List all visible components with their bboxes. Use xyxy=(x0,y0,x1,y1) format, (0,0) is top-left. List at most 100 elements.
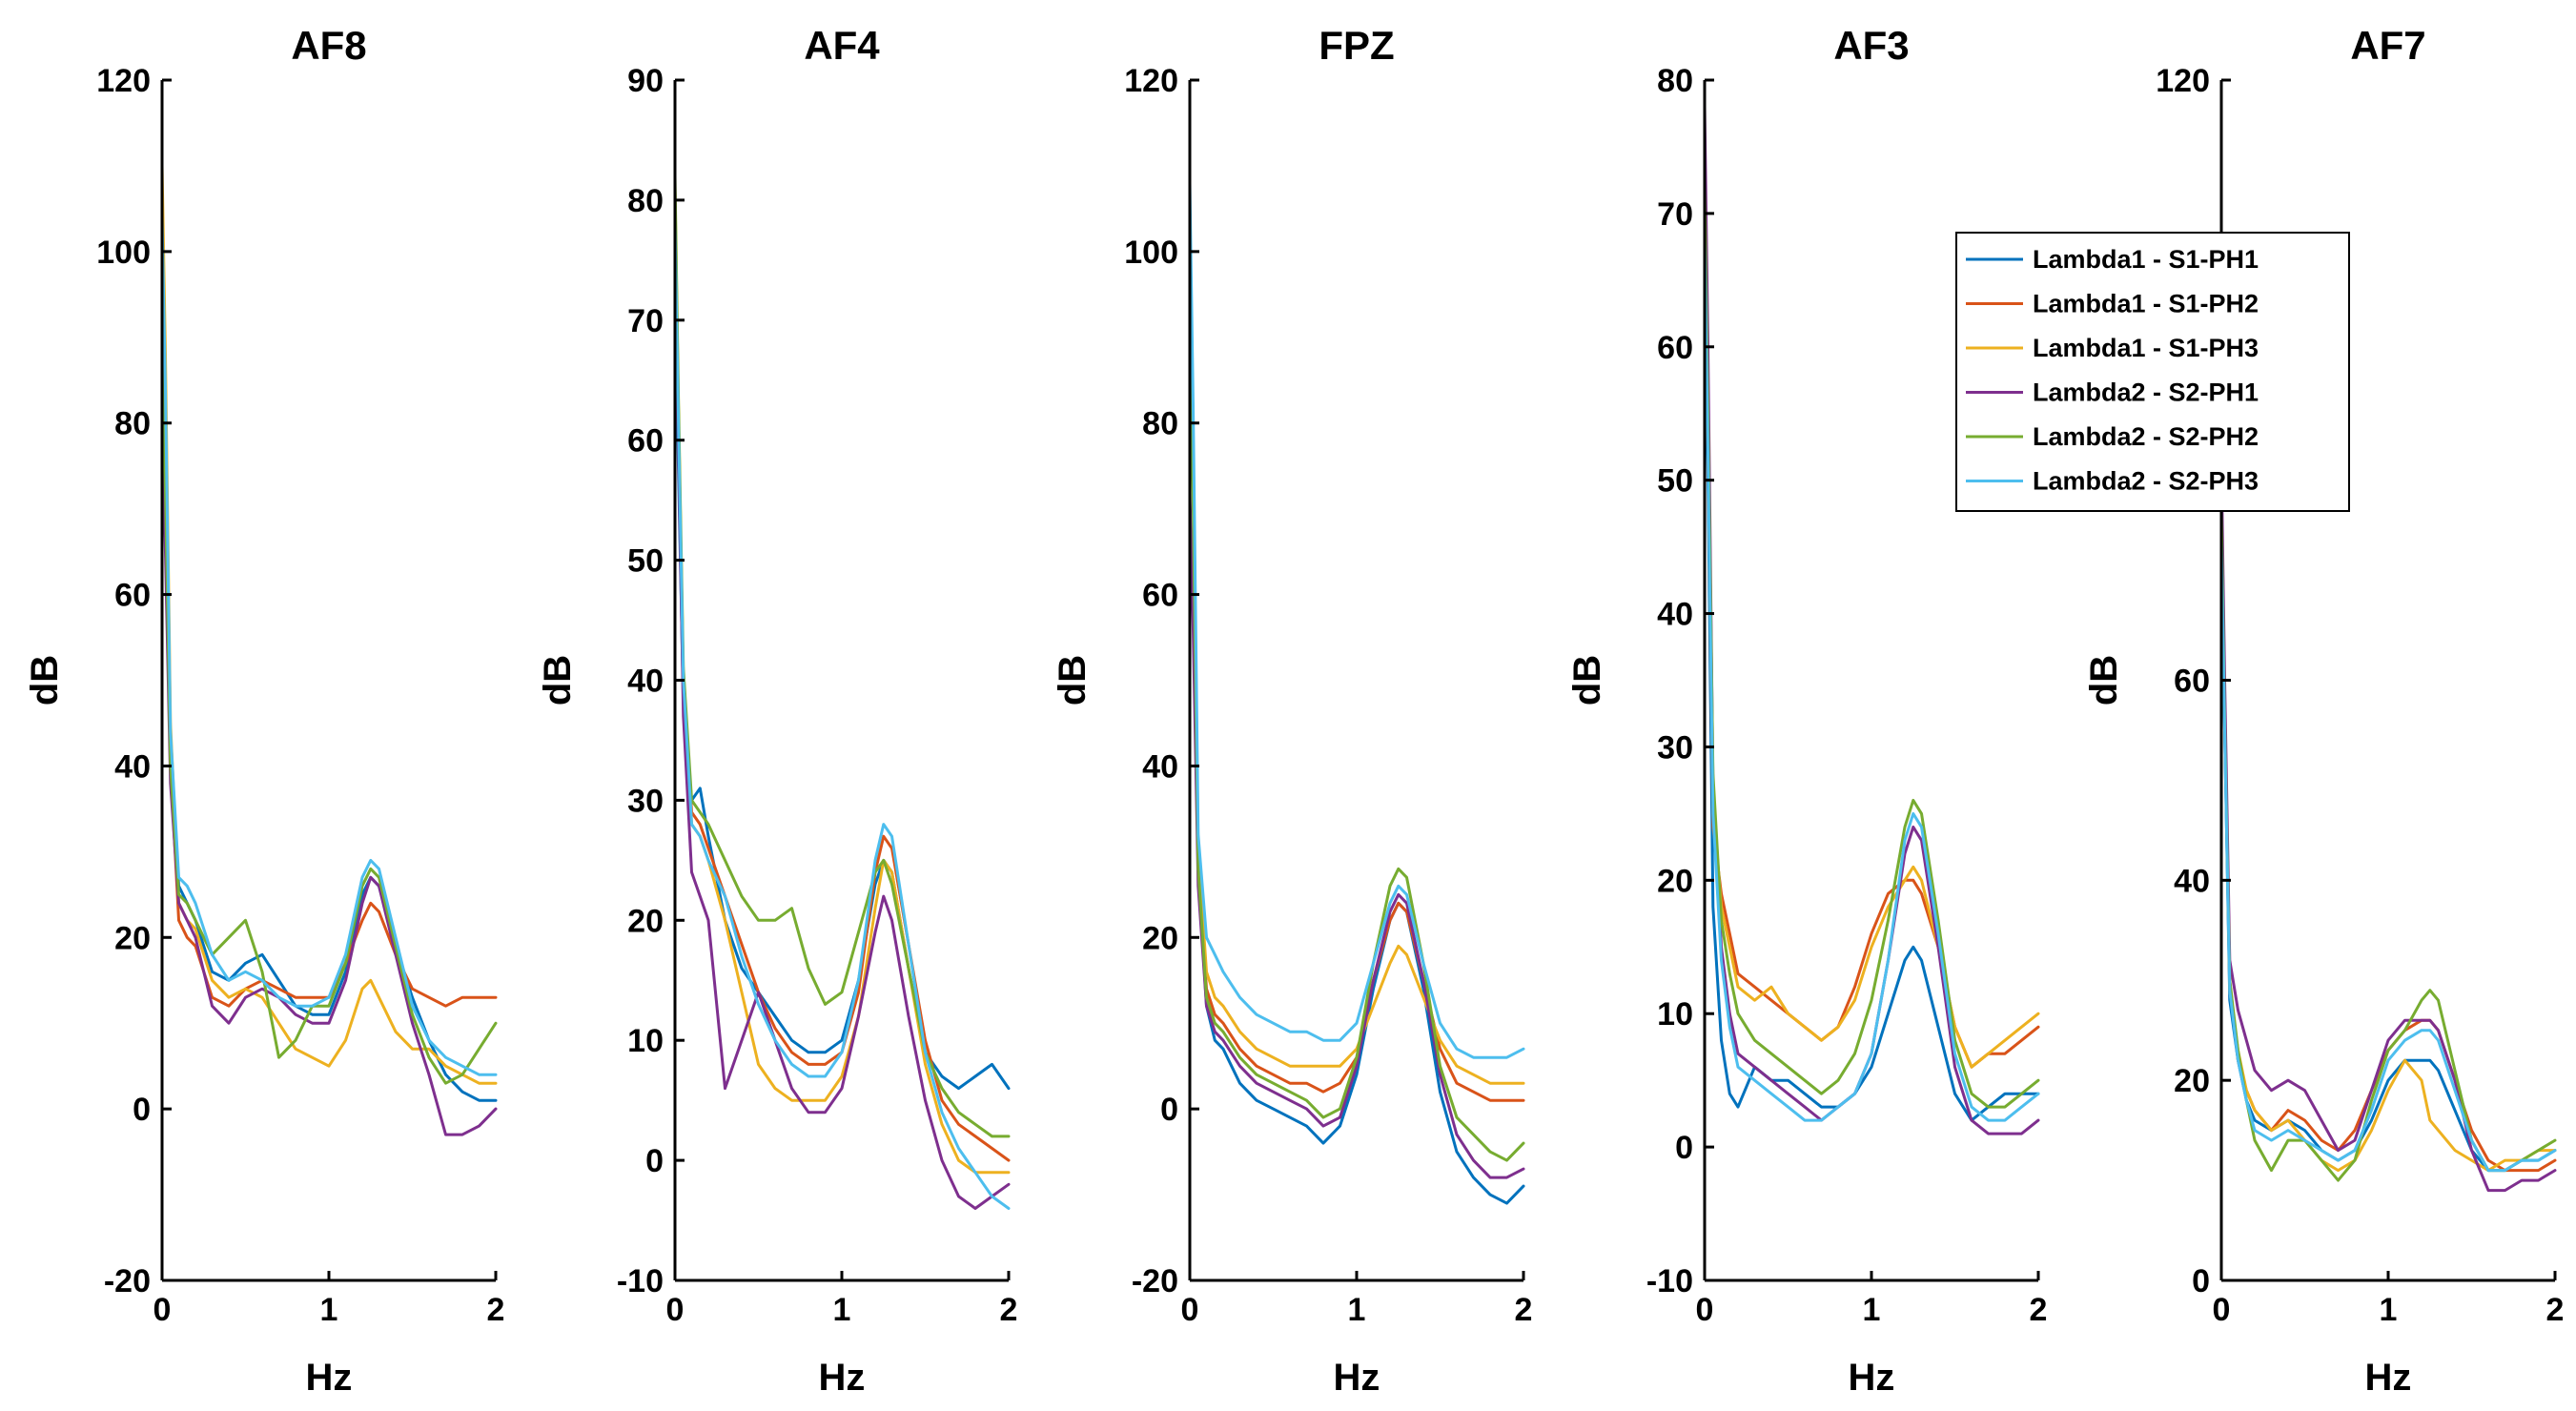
y-tick-label-af8: 0 xyxy=(133,1092,151,1128)
legend-label-1: Lambda1 - S1-PH1 xyxy=(2033,245,2259,274)
y-tick-label-af4: 10 xyxy=(627,1023,664,1059)
y-tick-label-af4: 0 xyxy=(645,1143,664,1179)
y-tick-label-fpz: 60 xyxy=(1142,578,1178,614)
series-line-af3-6 xyxy=(1703,238,2040,1122)
series-line-af4-2 xyxy=(673,211,1011,1162)
x-tick-label-af7: 0 xyxy=(2213,1292,2231,1328)
panel-title-af8: AF8 xyxy=(291,23,366,68)
y-tick-label-af4: 20 xyxy=(627,903,664,939)
y-tick-label-af4: 60 xyxy=(627,423,664,460)
series-line-af3-5 xyxy=(1703,185,2040,1109)
series-line-af7-2 xyxy=(2219,479,2557,1173)
y-tick-label-af8: 120 xyxy=(96,63,151,99)
series-line-fpz-2 xyxy=(1188,250,1525,1102)
y-tick-label-fpz: 20 xyxy=(1142,920,1178,956)
y-tick-label-af4: 40 xyxy=(627,664,664,700)
x-axis-label-af3: Hz xyxy=(1849,1357,1895,1399)
legend-label-4: Lambda2 - S2-PH1 xyxy=(2033,378,2259,407)
panel-title-af7: AF7 xyxy=(2350,23,2425,68)
series-line-fpz-3 xyxy=(1188,215,1525,1085)
y-tick-label-af3: 80 xyxy=(1657,63,1693,99)
x-axis-label-af4: Hz xyxy=(819,1357,866,1399)
series-group-af7 xyxy=(2219,459,2557,1193)
y-tick-label-af3: 10 xyxy=(1657,996,1693,1033)
y-tick-label-af8: 100 xyxy=(96,235,151,271)
y-tick-label-af7: 40 xyxy=(2174,863,2210,899)
series-line-af4-4 xyxy=(673,235,1011,1210)
x-tick-label-af3: 2 xyxy=(2030,1292,2048,1328)
series-line-af4-5 xyxy=(673,174,1011,1138)
y-tick-label-af4: 50 xyxy=(627,543,664,580)
y-tick-label-af3: 0 xyxy=(1675,1130,1693,1166)
y-tick-label-af8: 20 xyxy=(114,920,151,956)
x-tick-label-af3: 1 xyxy=(1863,1292,1881,1328)
panel-title-af4: AF4 xyxy=(804,23,880,68)
series-line-af4-1 xyxy=(673,270,1011,1091)
x-tick-label-af7: 1 xyxy=(2380,1292,2398,1328)
y-tick-label-fpz: 0 xyxy=(1160,1092,1178,1128)
y-tick-label-af8: 60 xyxy=(114,578,151,614)
series-line-fpz-6 xyxy=(1188,181,1525,1059)
x-tick-label-af4: 2 xyxy=(1000,1292,1018,1328)
x-tick-label-fpz: 2 xyxy=(1515,1292,1533,1328)
y-tick-label-af8: 40 xyxy=(114,748,151,785)
x-axis-label-af8: Hz xyxy=(306,1357,353,1399)
y-tick-label-af3: 30 xyxy=(1657,729,1693,766)
y-tick-label-af4: 30 xyxy=(627,783,664,819)
y-tick-label-af4: 90 xyxy=(627,63,664,99)
series-line-af3-3 xyxy=(1703,198,2040,1069)
x-tick-label-af8: 1 xyxy=(320,1292,338,1328)
series-line-fpz-1 xyxy=(1188,233,1525,1205)
series-line-af7-6 xyxy=(2219,539,2557,1173)
series-line-af7-3 xyxy=(2219,499,2557,1173)
y-tick-label-af3: -10 xyxy=(1646,1263,1693,1299)
y-tick-label-af3: 60 xyxy=(1657,330,1693,366)
y-tick-label-af7: 0 xyxy=(2192,1263,2210,1299)
y-tick-label-af4: 80 xyxy=(627,183,664,219)
series-line-af8-2 xyxy=(160,284,498,1008)
y-tick-label-af8: 80 xyxy=(114,406,151,442)
y-tick-label-af3: 70 xyxy=(1657,196,1693,233)
x-tick-label-fpz: 1 xyxy=(1348,1292,1366,1328)
x-axis-label-af7: Hz xyxy=(2365,1357,2412,1399)
series-line-af4-3 xyxy=(673,186,1011,1175)
panel-af7: 020406080100120012AF7HzdBLambda1 - S1-PH… xyxy=(1955,23,2564,1399)
y-tick-label-af4: 70 xyxy=(627,303,664,339)
x-tick-label-af4: 1 xyxy=(833,1292,851,1328)
x-tick-label-af3: 0 xyxy=(1696,1292,1714,1328)
series-group-af8 xyxy=(160,164,498,1136)
series-line-af8-6 xyxy=(160,215,498,1076)
y-axis-label-af7: dB xyxy=(2083,655,2125,706)
series-line-af8-4 xyxy=(160,421,498,1136)
x-axis-label-fpz: Hz xyxy=(1334,1357,1380,1399)
y-tick-label-af3: 20 xyxy=(1657,863,1693,899)
y-tick-label-fpz: 80 xyxy=(1142,406,1178,442)
y-tick-label-af7: 120 xyxy=(2156,63,2210,99)
series-group-af4 xyxy=(673,174,1011,1210)
legend-label-6: Lambda2 - S2-PH3 xyxy=(2033,467,2259,496)
y-axis-label-af3: dB xyxy=(1566,655,1608,706)
y-axis-label-fpz: dB xyxy=(1052,655,1094,706)
y-tick-label-fpz: 100 xyxy=(1124,235,1178,271)
x-tick-label-af8: 2 xyxy=(487,1292,505,1328)
series-group-af3 xyxy=(1703,105,2040,1135)
legend-label-3: Lambda1 - S1-PH3 xyxy=(2033,334,2259,362)
legend: Lambda1 - S1-PH1 Lambda1 - S1-PH2 Lambda1 … xyxy=(1955,232,2350,512)
series-line-af4-6 xyxy=(673,222,1011,1210)
legend-box xyxy=(1955,232,2350,512)
series-line-af8-3 xyxy=(160,164,498,1085)
panel-title-af3: AF3 xyxy=(1833,23,1909,68)
y-tick-label-af7: 20 xyxy=(2174,1063,2210,1099)
series-line-af7-1 xyxy=(2219,528,2557,1173)
y-tick-label-fpz: 40 xyxy=(1142,748,1178,785)
series-line-af8-1 xyxy=(160,198,498,1102)
series-group-fpz xyxy=(1188,181,1525,1205)
y-tick-label-af8: -20 xyxy=(104,1263,151,1299)
x-tick-label-fpz: 0 xyxy=(1181,1292,1199,1328)
y-tick-label-af7: 60 xyxy=(2174,664,2210,700)
